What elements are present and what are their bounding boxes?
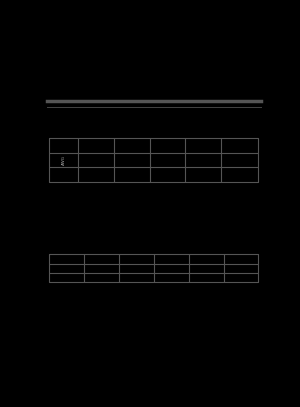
Text: AWG: AWG — [62, 155, 66, 165]
